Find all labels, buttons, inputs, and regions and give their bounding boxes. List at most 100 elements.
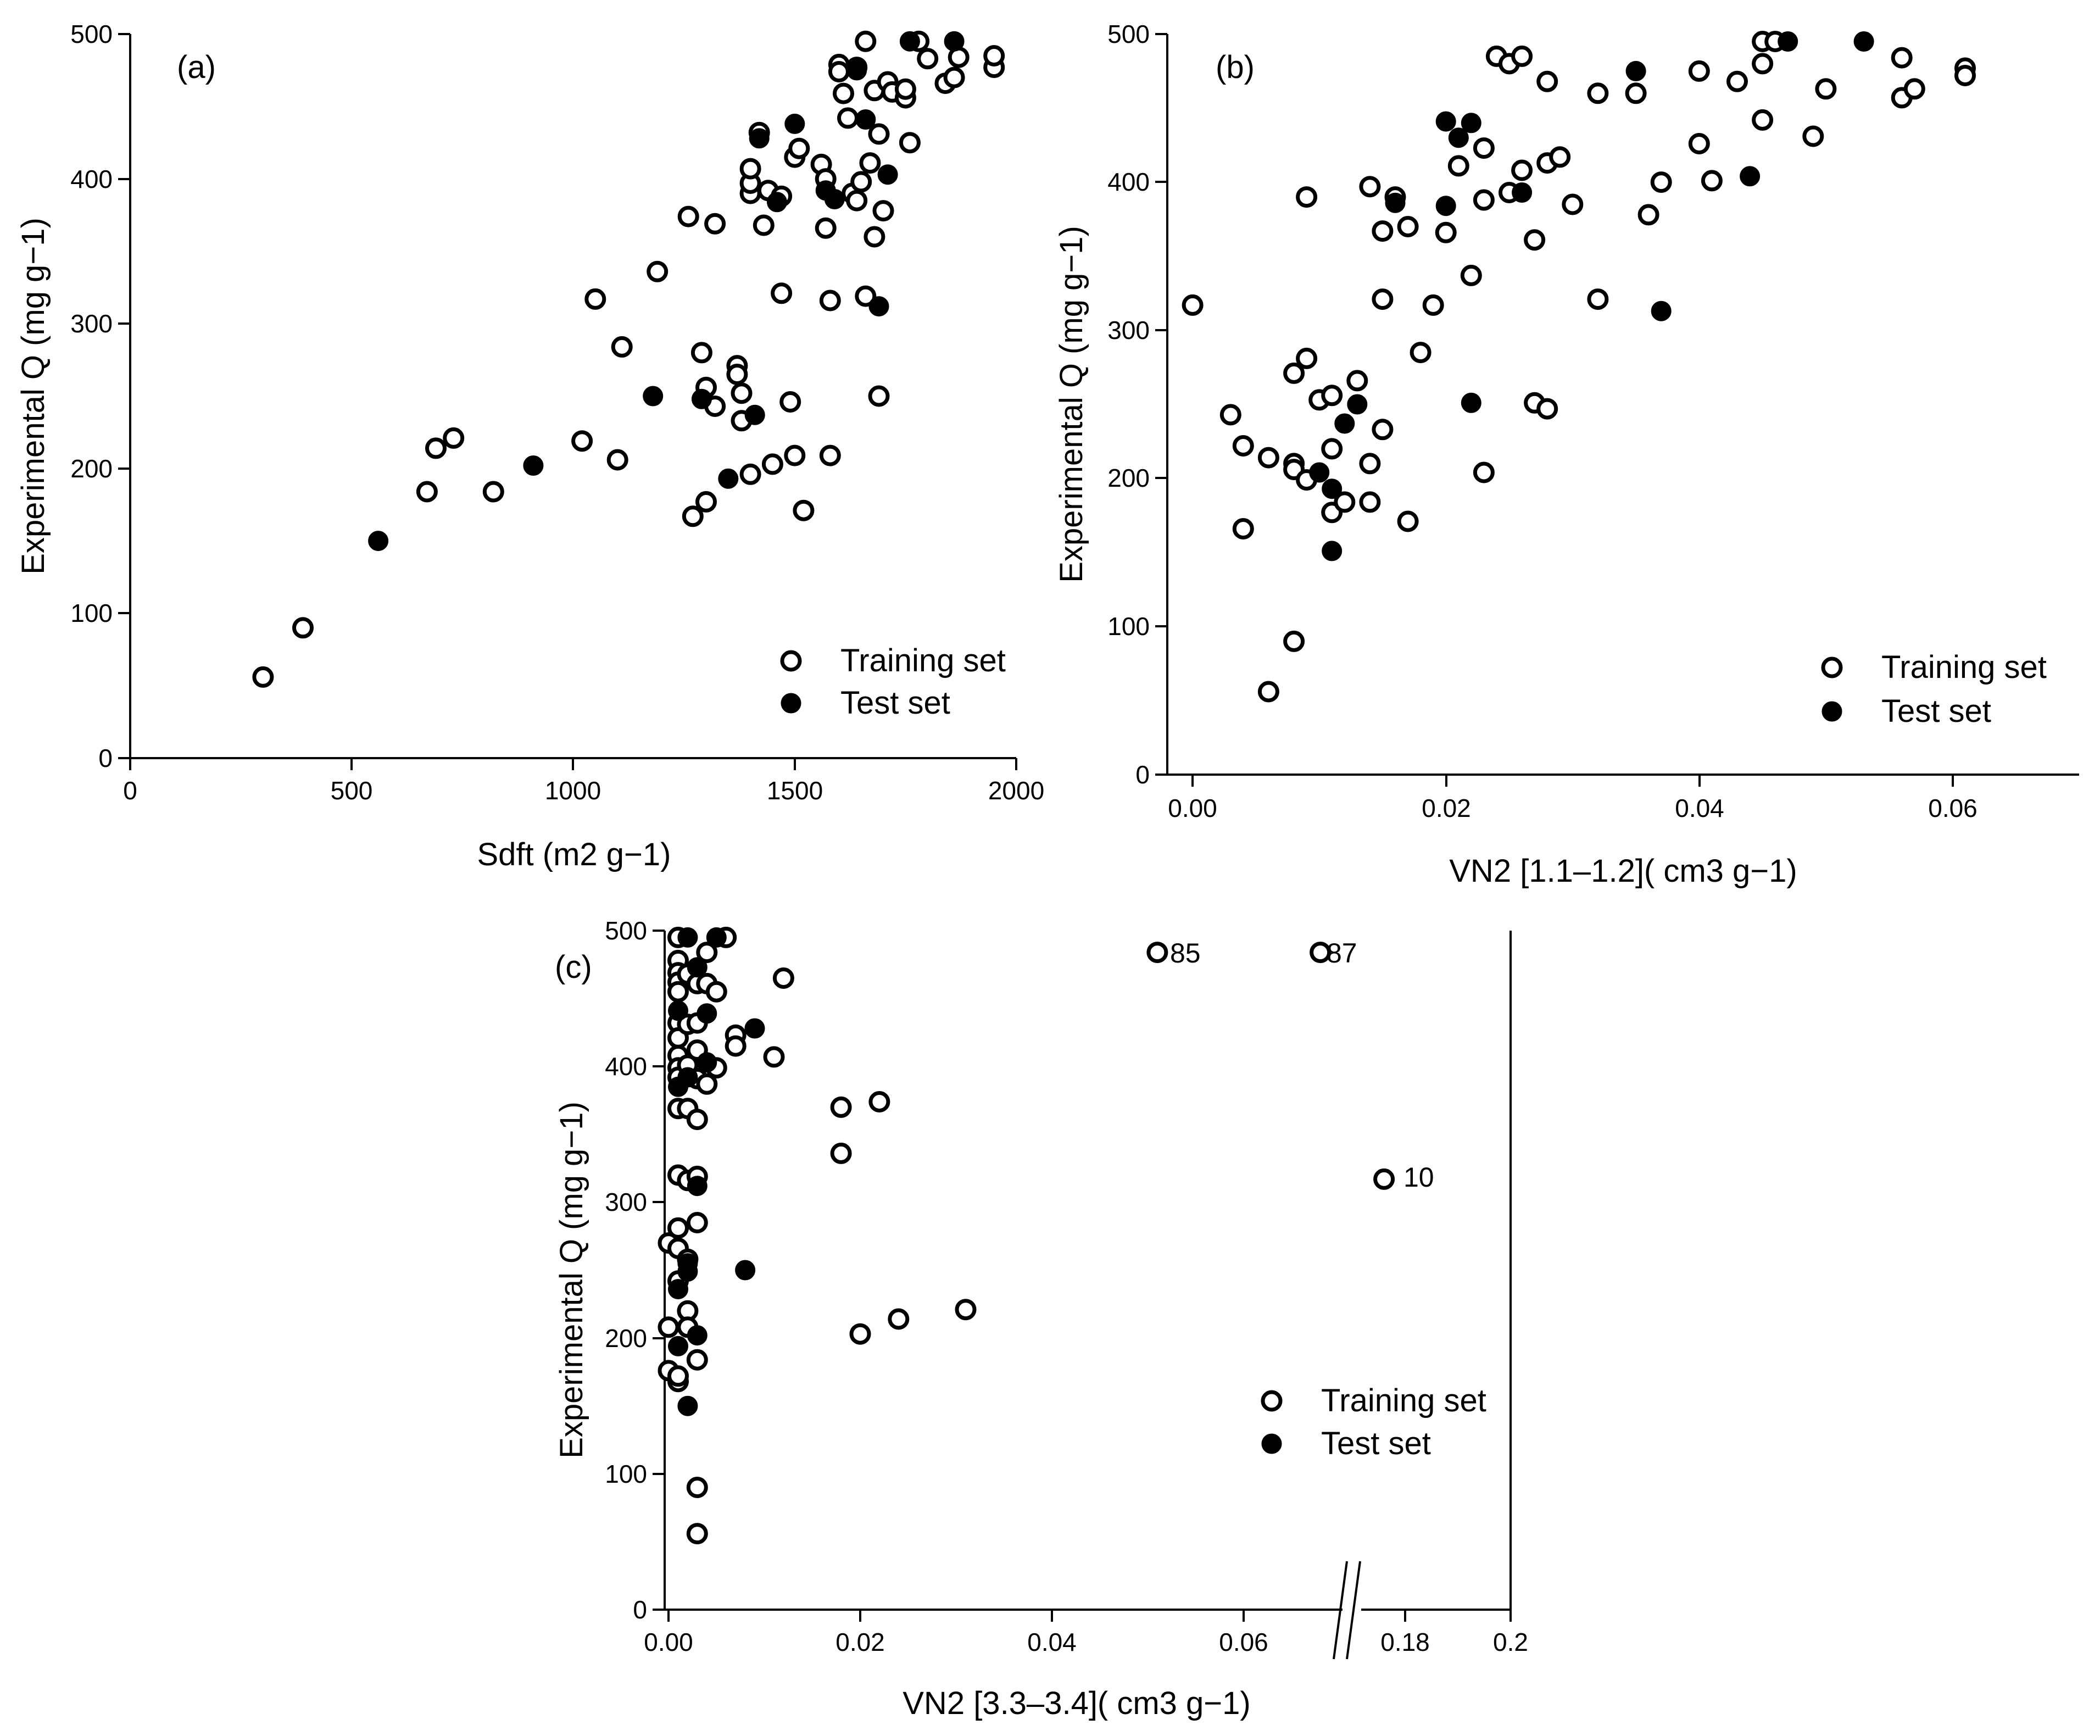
panel-b-training-point-40 bbox=[1511, 159, 1533, 181]
panel-c-training-point-36 bbox=[686, 1477, 708, 1498]
panel-c-training-point-41 bbox=[705, 981, 727, 1003]
panel-b-xtick-label-3: 0.06 bbox=[1928, 794, 1978, 822]
panel-a-training-point-61 bbox=[894, 78, 916, 100]
panel-b-test-point-5 bbox=[1385, 192, 1406, 213]
panel-c-training-point-34 bbox=[686, 1212, 708, 1233]
panel-a-training-point-50 bbox=[855, 30, 877, 52]
panel-b-training-point-61 bbox=[1802, 125, 1824, 147]
panel-b-test-point-9 bbox=[1461, 113, 1481, 133]
panel-a-training-point-11 bbox=[677, 205, 699, 227]
panel-b-test-point-12 bbox=[1625, 60, 1646, 81]
panel-b-legend-test-label: Test set bbox=[1881, 693, 1991, 729]
panel-a-test-point-7 bbox=[767, 192, 787, 213]
panel-b-training-point-22 bbox=[1372, 288, 1394, 310]
panel-a-training-point-55 bbox=[868, 123, 890, 145]
panel-b-training-point-0 bbox=[1182, 294, 1204, 316]
panel-c-training-point-50 bbox=[849, 1323, 871, 1345]
panel-b-training-point-67 bbox=[1954, 65, 1976, 86]
panel-a-ytick-label-2: 200 bbox=[70, 454, 113, 483]
panel-c-axis-break bbox=[1333, 1560, 1361, 1665]
panel-b-training-point-23 bbox=[1372, 419, 1394, 441]
panel-b-training-point-49 bbox=[1587, 288, 1609, 310]
panel-a-training-point-56 bbox=[868, 385, 890, 407]
panel-c-annotation-85: 85 bbox=[1170, 938, 1201, 969]
panel-a-legend-test-label: Test set bbox=[840, 685, 950, 721]
panel-c-test-point-8 bbox=[677, 1395, 698, 1416]
panel-b-training-point-30 bbox=[1435, 221, 1457, 243]
panel-c-training-point-47 bbox=[772, 967, 794, 989]
panel-b-legend-training-marker bbox=[1821, 656, 1843, 678]
panel-a-test-point-4 bbox=[718, 468, 739, 489]
panel-c-xtick-label-4: 0.18 bbox=[1380, 1628, 1430, 1656]
panel-c-axes-frame-right bbox=[1359, 931, 1512, 1611]
panel-a-test-point-5 bbox=[744, 404, 765, 425]
panel-c-ticks bbox=[653, 930, 1512, 1622]
panel-b-ytick-label-5: 500 bbox=[1107, 20, 1150, 48]
panel-b-test-point-1 bbox=[1322, 478, 1343, 499]
panel-b-training-point-55 bbox=[1701, 170, 1723, 192]
panel-c-test-point-10 bbox=[687, 1176, 708, 1197]
panel-c-training-point-38 bbox=[696, 942, 718, 964]
panel-b-training-point-51 bbox=[1637, 204, 1659, 226]
panel-c-test-point-12 bbox=[697, 1003, 717, 1024]
panel-a-test-point-16 bbox=[944, 31, 965, 52]
panel-c-ytick-label-1: 100 bbox=[605, 1460, 647, 1488]
panel-b-training-point-20 bbox=[1359, 453, 1381, 475]
panel-c-training-point-19 bbox=[667, 1365, 689, 1387]
panel-c-test-point-5 bbox=[677, 1067, 698, 1088]
panel-a-training-point-2 bbox=[416, 481, 438, 503]
panel-a-training-point-19 bbox=[726, 364, 748, 385]
panel-b-y-axis-title: Experimental Q (mg g−1) bbox=[1054, 226, 1089, 583]
panel-c-test-point-15 bbox=[735, 1260, 756, 1281]
panel-c-y-axis-title: Experimental Q (mg g−1) bbox=[554, 1101, 589, 1459]
panel-a-training-point-49 bbox=[850, 171, 872, 193]
panel-c-training-point-56 bbox=[1373, 1168, 1395, 1190]
panel-a-xtick-label-0: 0 bbox=[123, 776, 137, 805]
panel-a-training-point-10 bbox=[647, 260, 669, 282]
panel-b-test-point-10 bbox=[1461, 392, 1481, 413]
panel-b-training-point-26 bbox=[1397, 216, 1419, 237]
panel-c-axes-frame-left bbox=[664, 931, 1345, 1611]
panel-c-training-point-32 bbox=[686, 1109, 708, 1131]
panel-b-training-point-43 bbox=[1536, 70, 1558, 92]
panel-a-training-point-12 bbox=[682, 505, 704, 527]
panel-b-training-point-10 bbox=[1296, 347, 1318, 369]
panel-a-legend-training-marker bbox=[780, 650, 802, 672]
panel-b-training-point-56 bbox=[1726, 70, 1748, 92]
panel-a-training-point-47 bbox=[846, 190, 868, 212]
panel-b-legend: Training set Test set bbox=[1821, 649, 2047, 729]
panel-a-test-point-14 bbox=[877, 164, 898, 185]
panel-c-training-point-52 bbox=[888, 1308, 910, 1330]
panel-c-training-point-53 bbox=[955, 1299, 977, 1321]
panel-c-training-point-1 bbox=[658, 1316, 679, 1338]
panel-a-training-point-3 bbox=[425, 437, 447, 459]
panel-c-break-mark-2 bbox=[1346, 1561, 1361, 1660]
panel-b-training-points bbox=[1182, 31, 1976, 703]
panel-b-training-point-47 bbox=[1562, 193, 1584, 215]
panel-b-test-point-0 bbox=[1309, 462, 1330, 483]
panel-b-training-point-18 bbox=[1346, 370, 1368, 392]
panel-b-ticks bbox=[1155, 33, 1954, 787]
panel-b-test-point-6 bbox=[1435, 111, 1456, 132]
panel-a-y-axis-title: Experimental Q (mg g−1) bbox=[15, 218, 51, 575]
panel-c-training-point-46 bbox=[763, 1046, 785, 1068]
panel-b-training-point-53 bbox=[1688, 60, 1710, 82]
panel-b-test-point-3 bbox=[1334, 413, 1355, 434]
panel-c-training-points bbox=[658, 926, 1395, 1545]
panel-a-training-point-45 bbox=[837, 107, 859, 129]
panel-b-test-point-8 bbox=[1448, 127, 1469, 148]
panel-c-ytick-label-4: 400 bbox=[605, 1052, 647, 1081]
panel-b-training-point-28 bbox=[1410, 342, 1431, 364]
panel-c-legend-training-label: Training set bbox=[1321, 1383, 1486, 1418]
panel-c-test-point-11 bbox=[687, 1325, 708, 1346]
panel-b-training-point-3 bbox=[1232, 435, 1254, 457]
panel-b-training-point-9 bbox=[1283, 630, 1305, 652]
panel-b-test-point-13 bbox=[1651, 301, 1672, 321]
panel-a-training-point-14 bbox=[695, 491, 717, 513]
panel-b-training-point-16 bbox=[1321, 438, 1343, 460]
panel-b-training-point-27 bbox=[1397, 510, 1419, 532]
panel-a-training-point-1 bbox=[292, 617, 314, 639]
panel-b-training-point-44 bbox=[1536, 398, 1558, 420]
panel-a-training-point-34 bbox=[784, 444, 806, 466]
